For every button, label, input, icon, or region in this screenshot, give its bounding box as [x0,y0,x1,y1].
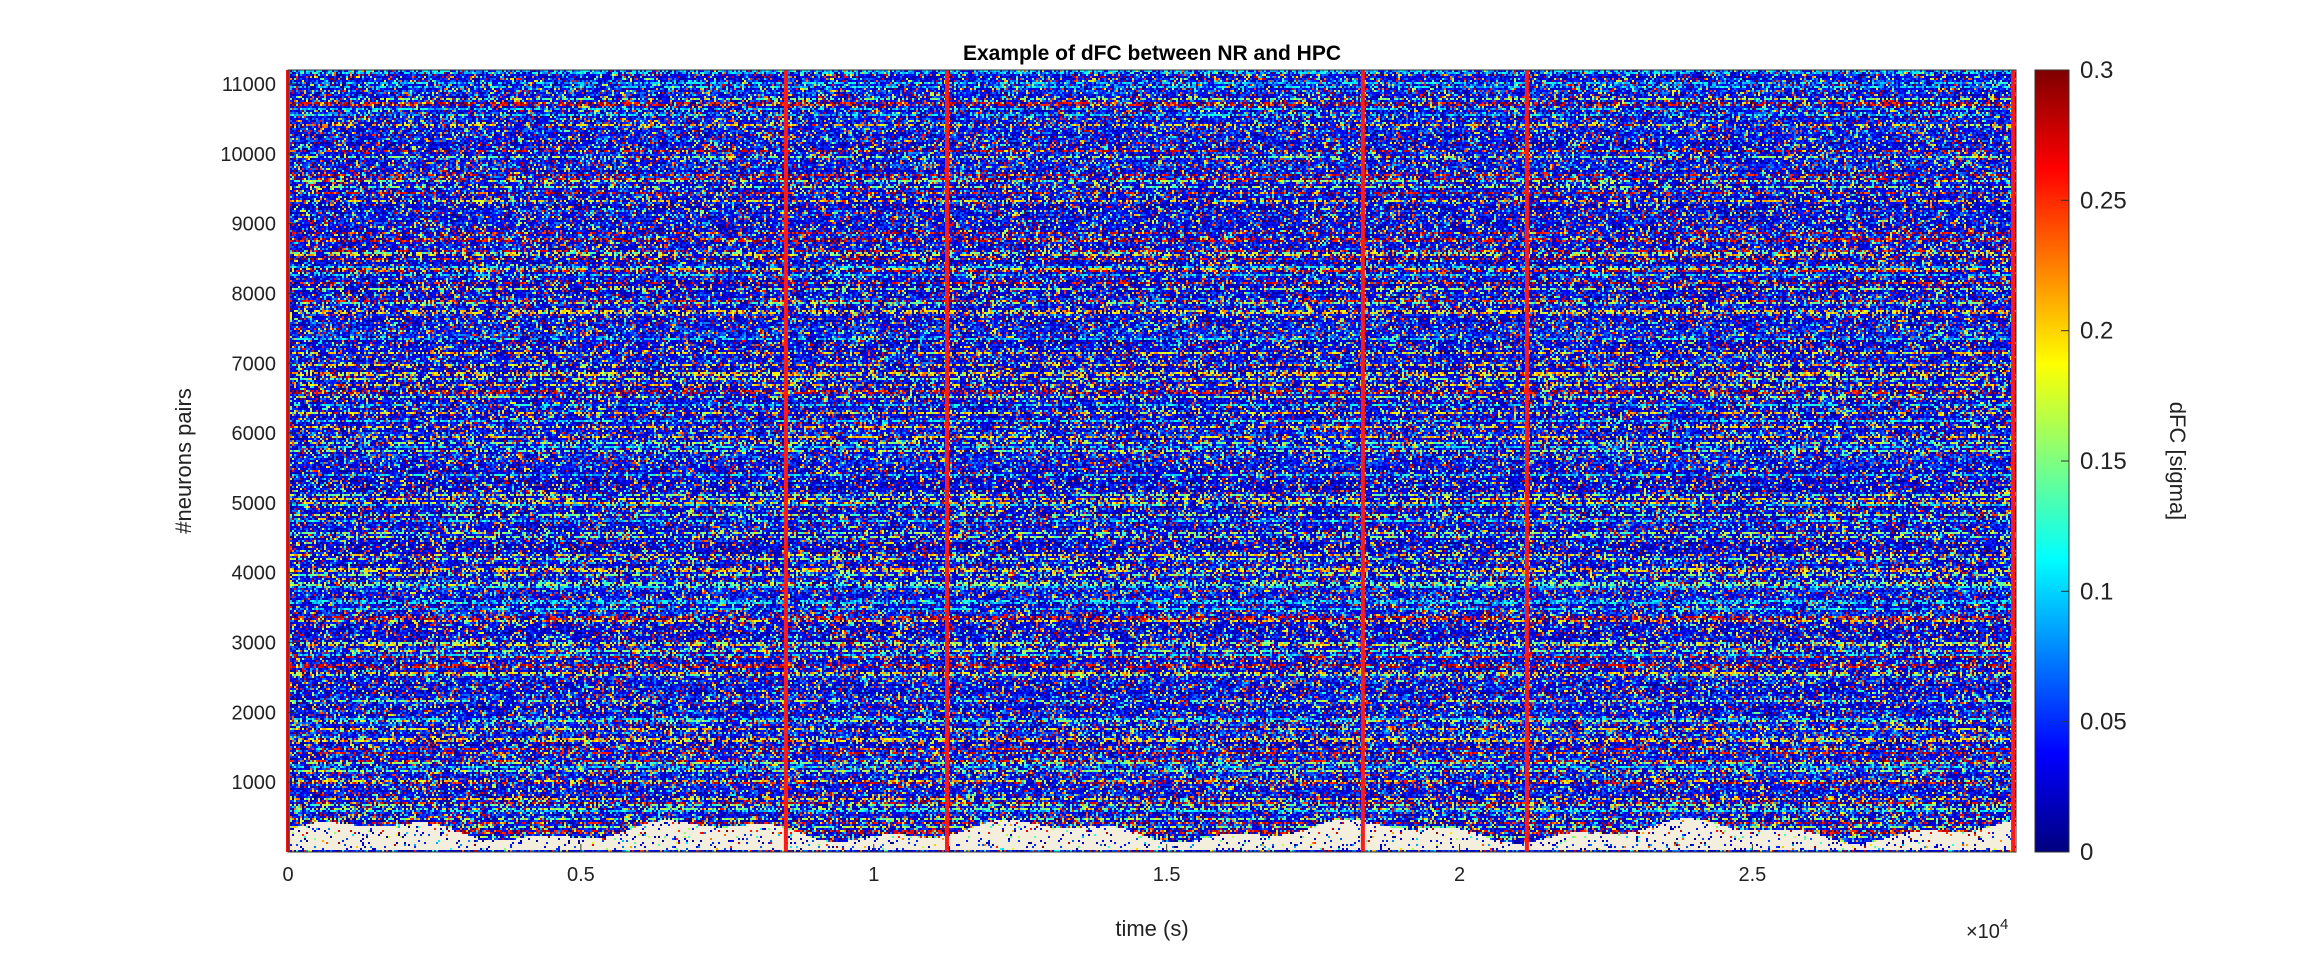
x-tick-label: 1 [868,864,879,886]
colorbar-axis: 0 0.05 0.1 0.15 0.2 0.25 0.3 [2061,57,2127,866]
plot-frame [287,69,2017,853]
x-axis: 0 0.5 1 1.5 2 2.5 [282,844,1766,886]
colorbar-tick-label: 0.05 [2080,709,2127,736]
y-tick-label: 10000 [220,144,276,166]
x-tick-label: 0.5 [567,864,595,886]
colorbar-tick-label: 0 [2080,839,2093,866]
y-tick-label: 4000 [232,563,277,585]
x-tick-label: 2.5 [1739,864,1767,886]
y-tick-label: 9000 [232,214,277,236]
y-tick-label: 8000 [232,283,277,305]
y-axis: 1000 2000 3000 4000 5000 6000 7000 8000 9000 1000… [220,74,296,794]
colorbar-tick-label: 0.15 [2080,448,2127,475]
x-tick-label: 2 [1454,864,1465,886]
y-tick-label: 3000 [232,633,277,655]
boundary-lines [286,70,2016,852]
y-axis-label: #neurons pairs [171,388,196,534]
y-tick-label: 2000 [232,702,277,724]
colorbar-tick-label: 0.3 [2080,57,2113,84]
y-tick-label: 11000 [222,74,276,96]
chart-title: Example of dFC between NR and HPC [963,42,1341,65]
y-tick-label: 7000 [232,353,277,375]
y-tick-label: 1000 [232,772,277,794]
x-tick-label: 1.5 [1153,864,1181,886]
x-axis-label: time (s) [1115,916,1188,941]
colorbar-tick-label: 0.1 [2080,578,2113,605]
heatmap-image [288,70,2016,852]
colorbar-label: dFC [sigma] [2165,402,2190,521]
y-tick-label: 6000 [232,423,277,445]
colorbar-tick-label: 0.25 [2080,187,2127,214]
x-tick-label: 0 [282,864,293,886]
x-exponent-label: ×104 [1966,916,2008,943]
colorbar-tick-label: 0.2 [2080,318,2113,345]
y-tick-label: 5000 [232,493,277,515]
